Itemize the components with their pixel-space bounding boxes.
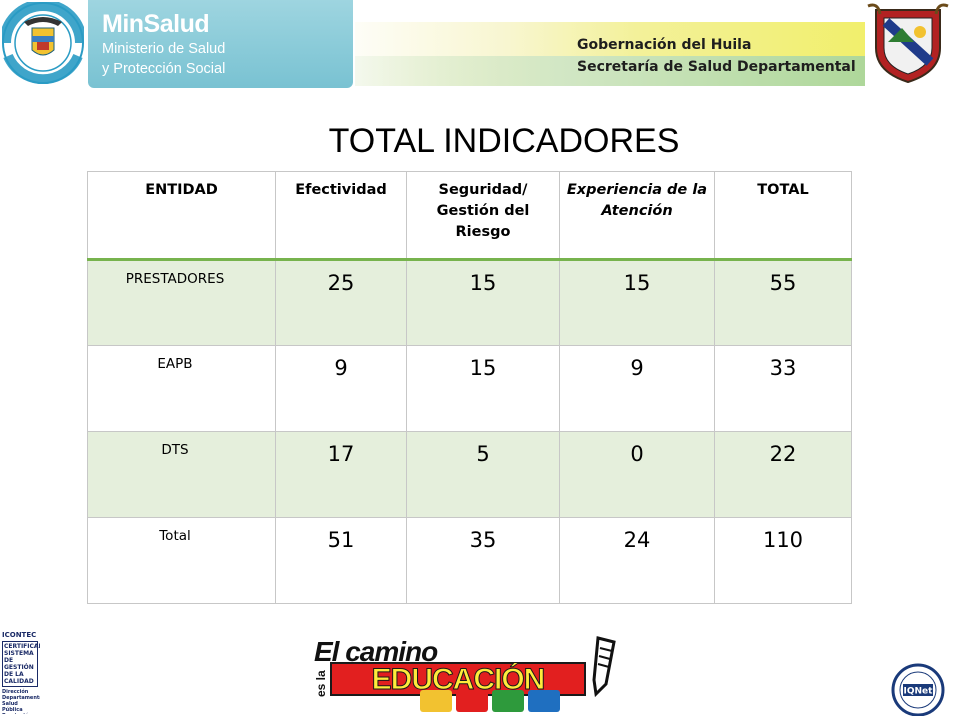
table-cell: 9 — [275, 345, 407, 432]
table-row-total: Total 51 35 24 110 — [87, 517, 852, 604]
table-cell: 0 — [559, 431, 715, 518]
icontec-logo-text: ICONTEC — [2, 632, 37, 639]
icontec-department-text: Dirección Departamental Salud Pública Pr… — [2, 689, 40, 714]
header-band — [355, 22, 865, 86]
table-cell: 5 — [406, 431, 560, 518]
indicators-table: ENTIDAD Efectividad Seguridad/ Gestión d… — [87, 171, 852, 604]
column-header-efectividad: Efectividad — [275, 171, 407, 261]
row-label: EAPB — [87, 345, 276, 432]
row-label: PRESTADORES — [87, 259, 276, 346]
table-cell: 35 — [406, 517, 560, 604]
header-band-green — [355, 56, 865, 86]
campaign-icons — [420, 690, 590, 714]
icontec-certified-box: CERTIFICADO SISTEMA DE GESTIÓN DE LA CAL… — [2, 641, 40, 687]
minsalud-brand: MinSalud — [102, 10, 210, 38]
table-cell-total: 110 — [714, 517, 852, 604]
pencil-icon — [592, 636, 616, 698]
house-icon — [528, 690, 560, 712]
school-icon — [420, 690, 452, 712]
table-cell: 15 — [559, 259, 715, 346]
campaign-side-text: es la — [314, 670, 328, 698]
page-title: TOTAL INDICADORES — [328, 122, 680, 160]
campaign-logo: El camino es la EDUCACIÓN — [314, 634, 620, 716]
row-label: Total — [87, 517, 276, 604]
column-header-entidad: ENTIDAD — [87, 171, 276, 261]
table-cell: 9 — [559, 345, 715, 432]
table-cell-total: 55 — [714, 259, 852, 346]
government-text: Gobernación del Huila Secretaría de Salu… — [577, 34, 856, 78]
table-cell: 51 — [275, 517, 407, 604]
table-cell: 15 — [406, 345, 560, 432]
table-header-row: ENTIDAD Efectividad Seguridad/ Gestión d… — [87, 171, 852, 261]
table-row: EAPB 9 15 9 33 — [87, 345, 852, 432]
table-cell: 15 — [406, 259, 560, 346]
row-label: DTS — [87, 431, 276, 518]
table-cell-total: 22 — [714, 431, 852, 518]
table-cell-total: 33 — [714, 345, 852, 432]
iqnet-certification-logo: IQNet — [891, 663, 945, 716]
campaign-line-1: El camino — [314, 636, 438, 667]
ministry-line-2: y Protección Social — [102, 61, 226, 77]
huila-crest-logo — [867, 3, 949, 84]
tractor-icon — [492, 690, 524, 712]
column-header-experiencia: Experiencia de la Atención — [559, 171, 715, 261]
icontec-certification-logo: ICONTEC CERTIFICADO SISTEMA DE GESTIÓN D… — [0, 632, 40, 714]
colombia-seal-logo — [2, 2, 84, 84]
table-cell: 25 — [275, 259, 407, 346]
table-cell: 24 — [559, 517, 715, 604]
ministry-line-1: Ministerio de Salud — [102, 41, 226, 57]
government-line-2: Secretaría de Salud Departamental — [577, 59, 856, 75]
column-header-total: TOTAL — [714, 171, 852, 261]
table-row: DTS 17 5 0 22 — [87, 431, 852, 518]
table-row: PRESTADORES 25 15 15 55 — [87, 259, 852, 346]
minsalud-logo: MinSalud Ministerio de Salud y Protecció… — [88, 0, 353, 88]
health-icon — [456, 690, 488, 712]
government-line-1: Gobernación del Huila — [577, 37, 752, 53]
column-header-seguridad: Seguridad/ Gestión del Riesgo — [406, 171, 560, 261]
iqnet-text: IQNet — [904, 687, 934, 697]
table-cell: 17 — [275, 431, 407, 518]
